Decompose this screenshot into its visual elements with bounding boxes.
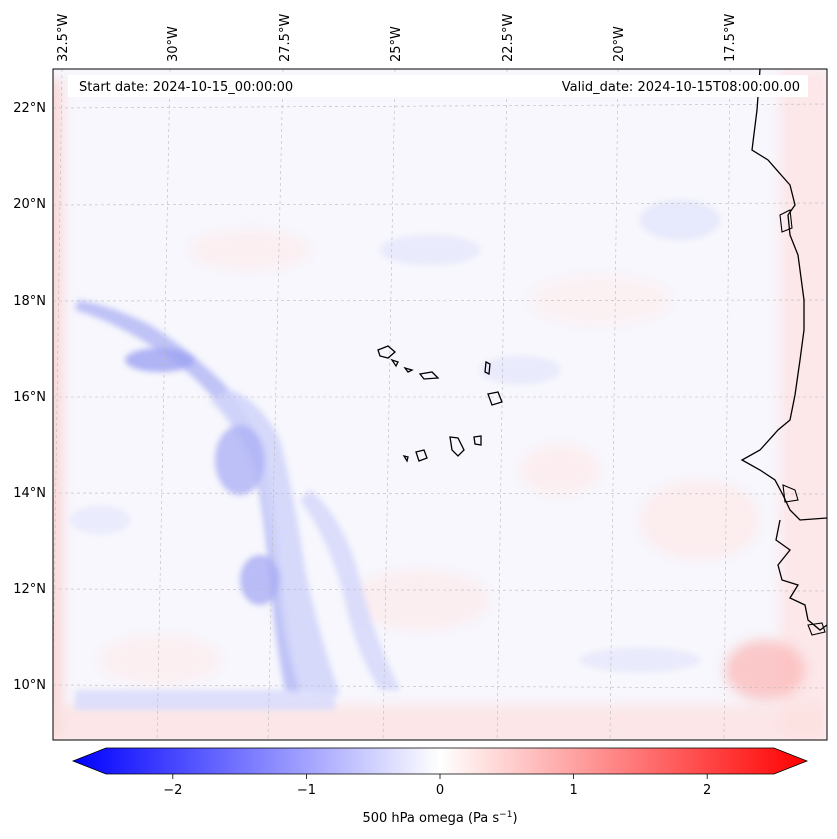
- sal-island: [484, 360, 491, 376]
- senegal-detail: [782, 484, 799, 503]
- latitude-labels: 22°N 20°N 18°N 16°N 14°N 12°N 10°N: [13, 101, 46, 693]
- guinea-bissau-islands: [807, 622, 826, 636]
- lat-label: 10°N: [13, 678, 46, 693]
- sao-vicente-island: [390, 358, 399, 368]
- lon-label: 17.5°W: [723, 14, 738, 62]
- colorbar-tick-label: 1: [569, 783, 577, 798]
- lat-label: 12°N: [13, 582, 46, 597]
- date-banner: [68, 75, 808, 97]
- omega-field: [53, 69, 827, 740]
- santa-luzia-island: [403, 366, 414, 373]
- santo-antao-island: [377, 345, 396, 359]
- maio-island: [473, 435, 482, 446]
- graticule: [53, 69, 827, 740]
- santiago-island: [449, 436, 465, 457]
- valid-date-label: Valid_date: 2024-10-15T08:00:00.00: [562, 80, 800, 95]
- colorbar: −2 −1 0 1 2 500 hPa omega (Pa s−1): [71, 747, 809, 826]
- boa-vista-island: [487, 391, 503, 406]
- colorbar-bar: [71, 747, 809, 775]
- colorbar-tick-label: −1: [297, 783, 316, 798]
- sao-nicolau-island: [418, 371, 440, 380]
- colorbar-tick-label: 0: [436, 783, 444, 798]
- colorbar-label: 500 hPa omega (Pa s−1): [362, 810, 517, 826]
- lat-label: 16°N: [13, 390, 46, 405]
- lon-label: 20°W: [612, 26, 627, 62]
- map-frame: [52, 68, 828, 741]
- positive-omega-regions: [53, 70, 827, 740]
- colorbar-ticks: −2 −1 0 1 2: [163, 774, 711, 798]
- lon-label: 25°W: [389, 26, 404, 62]
- lon-label: 22.5°W: [501, 14, 516, 62]
- lat-label: 18°N: [13, 294, 46, 309]
- gambia-coastline: [775, 519, 827, 631]
- start-date-label: Start date: 2024-10-15_00:00:00: [79, 80, 293, 95]
- lon-label: 27.5°W: [278, 14, 293, 62]
- fogo-island: [415, 449, 428, 462]
- colorbar-tick-label: 2: [703, 783, 711, 798]
- lon-label: 30°W: [166, 26, 181, 62]
- lon-label: 32.5°W: [56, 14, 71, 62]
- lat-label: 20°N: [13, 197, 46, 212]
- africa-coastline: [740, 69, 827, 521]
- negative-omega-regions: [70, 200, 720, 710]
- lat-label: 22°N: [13, 101, 46, 116]
- coast-inlet: [779, 209, 793, 233]
- cape-verde-islands: [377, 345, 503, 463]
- colorbar-tick-label: −2: [163, 783, 182, 798]
- lat-label: 14°N: [13, 486, 46, 501]
- brava-island: [402, 454, 409, 463]
- longitude-labels: 32.5°W 30°W 27.5°W 25°W 22.5°W 20°W 17.5…: [56, 14, 738, 62]
